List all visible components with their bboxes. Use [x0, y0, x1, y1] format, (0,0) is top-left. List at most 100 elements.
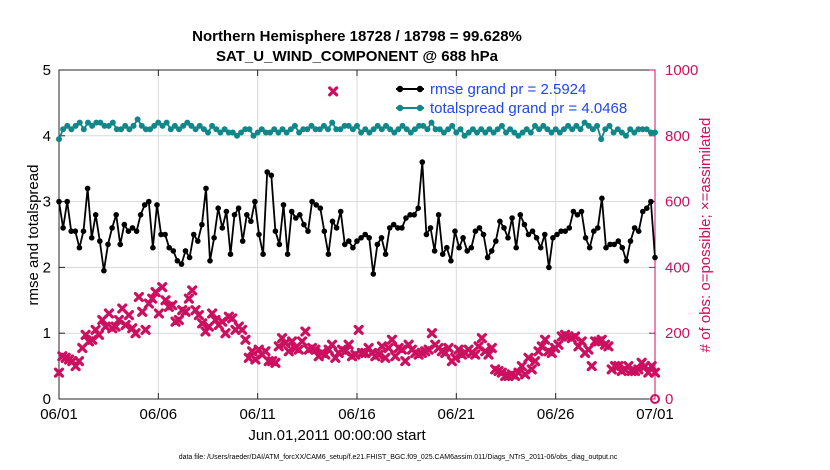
obs-marker-stroke: [283, 346, 294, 357]
rmse-point: [146, 198, 152, 205]
rmse-point: [607, 241, 613, 248]
obs-point: [576, 336, 587, 347]
rmse-point: [260, 251, 266, 257]
obs-point: [157, 282, 168, 293]
obs-marker-stroke: [328, 86, 339, 97]
spread-point: [147, 126, 154, 133]
rmse-point: [276, 241, 283, 248]
spread-point: [337, 126, 344, 133]
obs-point: [450, 352, 461, 363]
spread-point: [238, 129, 245, 136]
x-tick-label: 06/21: [438, 406, 476, 423]
spread-point: [627, 126, 634, 133]
rmse-point: [513, 244, 519, 251]
obs-point: [293, 344, 304, 355]
rmse-point: [239, 238, 246, 244]
rmse-point: [517, 212, 524, 218]
spread-point: [498, 122, 505, 129]
spread-point: [639, 126, 646, 133]
rmse-point: [101, 267, 107, 274]
obs-marker-stroke: [426, 328, 438, 339]
spread-point: [89, 122, 96, 129]
possible-obs-marker: [650, 394, 660, 404]
spread-point: [151, 122, 158, 129]
spread-point: [329, 119, 336, 126]
data-file-footer: data file: /Users/raeder/DAI/ATM_forcXX/…: [179, 454, 618, 461]
spread-point: [474, 129, 480, 136]
rmse-point: [566, 225, 573, 231]
rmse-point: [150, 244, 156, 251]
obs-point: [220, 328, 231, 339]
spread-point: [209, 122, 216, 129]
rmse-point: [252, 198, 258, 205]
rmse-point: [162, 231, 168, 238]
spread-point: [606, 122, 613, 129]
obs-point: [137, 306, 148, 317]
spread-point: [85, 119, 91, 126]
rmse-point: [546, 264, 552, 271]
obs-point: [553, 339, 564, 350]
spread-point: [320, 122, 327, 129]
spread-point: [304, 126, 311, 133]
x-tick-label: 06/11: [239, 406, 275, 423]
legend-marker-rmse: [416, 85, 424, 93]
spread-point: [623, 132, 629, 139]
spread-point: [407, 129, 414, 136]
rmse-point: [190, 231, 197, 238]
rmse-point: [248, 218, 254, 225]
rmse-point: [415, 205, 422, 211]
rmse-point: [97, 238, 103, 244]
rmse-point: [195, 238, 201, 244]
spread-point: [167, 126, 174, 133]
spread-point: [333, 126, 340, 133]
rmse-point: [56, 198, 62, 205]
rmse-point: [644, 205, 650, 211]
spread-point: [155, 119, 162, 126]
obs-marker-stroke: [649, 367, 661, 378]
rmse-point: [431, 248, 438, 254]
rmse-point: [648, 198, 654, 205]
rmse-point: [154, 202, 160, 208]
spread-point: [631, 129, 638, 136]
obs-point: [583, 344, 594, 355]
spread-point: [279, 126, 286, 133]
obs-marker-stroke: [450, 352, 461, 363]
rmse-point: [105, 241, 111, 248]
rmse-point: [603, 244, 609, 251]
rmse-point: [264, 169, 271, 175]
obs-point: [633, 364, 644, 375]
rmse-point: [456, 244, 462, 251]
y-right-axis-ticks: 0 200 400 600 800 1000: [649, 62, 698, 408]
spread-point: [577, 126, 584, 133]
spread-point: [598, 136, 605, 143]
spread-point: [60, 126, 67, 133]
obs-marker-stroke: [293, 344, 304, 355]
rmse-point: [92, 212, 99, 218]
y-left-tick-label: 1: [43, 325, 51, 342]
obs-marker-stroke: [380, 352, 391, 363]
obs-point: [227, 313, 238, 324]
spread-point: [523, 126, 530, 133]
legend-marker-spread: [416, 104, 424, 112]
spread-point: [391, 129, 398, 136]
obs-point: [386, 334, 398, 345]
obs-marker-stroke: [343, 339, 354, 350]
obs-marker-stroke: [310, 344, 321, 355]
obs-marker-stroke: [157, 282, 168, 293]
spread-point: [428, 119, 435, 126]
rmse-series: [56, 159, 658, 277]
spread-point: [126, 126, 133, 133]
rmse-point: [137, 212, 144, 218]
spread-point: [287, 126, 294, 133]
rmse-point: [403, 215, 409, 221]
rmse-point: [178, 261, 185, 267]
spread-point: [134, 116, 141, 123]
rmse-point: [84, 185, 91, 192]
obs-marker-stroke: [353, 324, 364, 336]
obs-point: [153, 308, 164, 319]
spread-point: [93, 119, 100, 126]
obs-marker-stroke: [350, 349, 361, 360]
spread-point: [345, 122, 352, 129]
obs-point: [270, 357, 281, 368]
